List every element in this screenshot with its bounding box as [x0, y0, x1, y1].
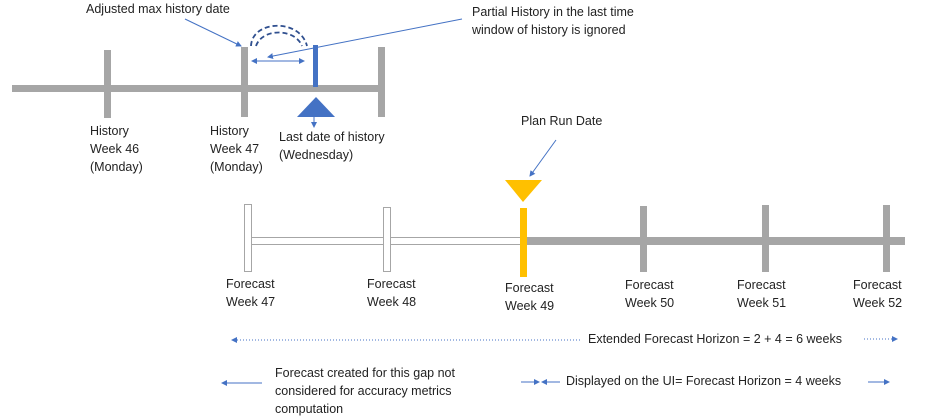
extended-horizon-label: Extended Forecast Horizon = 2 + 4 = 6 we… [588, 332, 842, 346]
partial-window-dashed-arc-outer [250, 24, 308, 47]
history-week48-tick [378, 47, 385, 117]
history-week47-tick [241, 47, 248, 117]
partial-callout-line [267, 18, 463, 59]
line: Week 50 [625, 296, 675, 310]
forecast-week52-label: Forecast Week 52 [853, 276, 902, 312]
partial-window-dashed-arc-inner [255, 31, 303, 47]
history-week46-tick [104, 50, 111, 118]
gap-note-label: Forecast created for this gap not consid… [275, 364, 455, 418]
partial-history-label: Partial History in the last time window … [472, 3, 634, 39]
forecast-week50-label: Forecast Week 50 [625, 276, 674, 312]
plan-run-callout-line [529, 139, 557, 177]
adjusted-callout-line [184, 18, 242, 47]
line: considered for accuracy metrics [275, 384, 452, 398]
line: computation [275, 402, 344, 416]
line: History [210, 124, 249, 138]
line: Week 46 [90, 142, 140, 156]
partial-line-1: Partial History in the last time [472, 5, 634, 19]
forecast-week47-tick [244, 204, 252, 272]
plan-run-date-label: Plan Run Date [521, 114, 603, 128]
forecast-week50-tick [640, 206, 647, 272]
line: Forecast [853, 278, 902, 292]
forecast-week48-label: Forecast Week 48 [367, 275, 416, 311]
plan-run-triangle [505, 180, 542, 202]
forecast-week48-tick [383, 207, 391, 272]
last-history-marker [313, 45, 318, 87]
plan-run-tick [520, 208, 527, 277]
forecast-week52-tick [883, 205, 890, 272]
history-week46-label: History Week 46 (Monday) [90, 122, 143, 176]
line: Week 51 [737, 296, 787, 310]
displayed-horizon-label: Displayed on the UI= Forecast Horizon = … [566, 374, 842, 388]
line: (Monday) [210, 160, 263, 174]
forecast-week47-label: Forecast Week 47 [226, 275, 275, 311]
line: Week 49 [505, 299, 555, 313]
forecast-timeline-bar [524, 237, 905, 245]
line: Forecast [505, 281, 554, 295]
line: Forecast [625, 278, 674, 292]
line: Forecast [367, 277, 416, 291]
line: (Monday) [90, 160, 143, 174]
forecast-week49-label: Forecast Week 49 [505, 279, 554, 315]
history-timeline-bar [12, 85, 385, 92]
line: Week 47 [226, 295, 276, 309]
line: Last date of history [279, 130, 385, 144]
line: Forecast [737, 278, 786, 292]
line: (Wednesday) [279, 148, 354, 162]
last-history-triangle [297, 97, 335, 117]
adjusted-max-history-label: Adjusted max history date [86, 2, 230, 16]
line: Week 48 [367, 295, 417, 309]
last-date-label: Last date of history (Wednesday) [279, 128, 385, 164]
forecast-week51-label: Forecast Week 51 [737, 276, 786, 312]
partial-line-2: window of history is ignored [472, 23, 626, 37]
line: Forecast [226, 277, 275, 291]
line: Week 47 [210, 142, 260, 156]
history-week47-label: History Week 47 (Monday) [210, 122, 263, 176]
line: History [90, 124, 129, 138]
forecast-week51-tick [762, 205, 769, 272]
line: Week 52 [853, 296, 903, 310]
line: Forecast created for this gap not [275, 366, 455, 380]
